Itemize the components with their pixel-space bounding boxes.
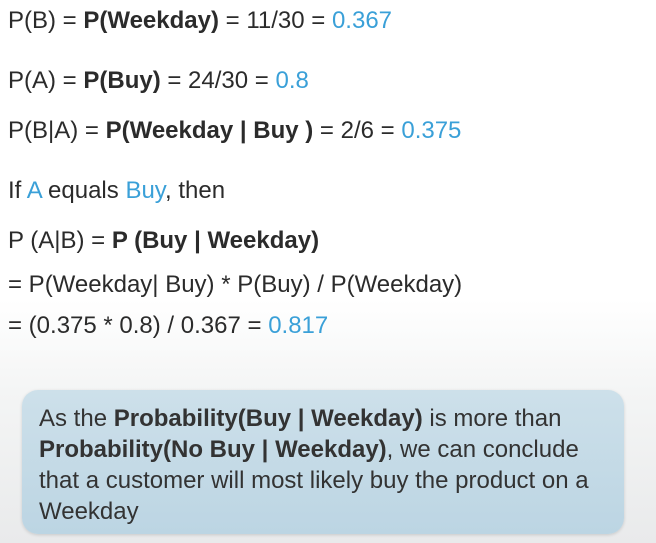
statement-line: If A equals Buy, then: [8, 176, 225, 206]
formula-text: = 24/30 =: [160, 67, 276, 94]
formula-result: 0.367: [331, 7, 393, 34]
statement-text: , then: [165, 177, 226, 204]
conclusion-text-part: is more than: [422, 405, 562, 432]
formula-line-p-a-given-b: P (A|B) = P (Buy | Weekday): [8, 226, 319, 256]
conclusion-bold-text: Probability(No Buy | Weekday): [39, 436, 387, 463]
formula-bold-text: P(Weekday | Buy ): [105, 117, 314, 144]
conclusion-text: As the Probability(Buy | Weekday) is mor…: [39, 403, 610, 527]
formula-text: P(B) =: [8, 7, 84, 34]
formula-line-p-a: P(A) = P(Buy) = 24/30 = 0.8: [8, 66, 309, 96]
formula-result: 0.8: [275, 67, 309, 94]
statement-text: If: [8, 177, 27, 204]
statement-highlight: A: [26, 177, 42, 204]
statement-highlight: Buy: [125, 177, 166, 204]
formula-result: 0.375: [401, 117, 462, 144]
conclusion-text-part: , we can conclude that a customer will m…: [39, 436, 589, 525]
formula-text: P (A|B) =: [8, 227, 112, 254]
formula-bold-text: P(Buy): [83, 67, 161, 94]
formula-bold-text: P (Buy | Weekday): [111, 227, 320, 254]
statement-text: equals: [41, 177, 126, 204]
formula-line-p-b: P(B) = P(Weekday) = 11/30 = 0.367: [8, 6, 392, 36]
formula-text: P(A) =: [8, 67, 84, 94]
conclusion-text-part: As the: [39, 405, 114, 432]
formula-line-p-b-given-a: P(B|A) = P(Weekday | Buy ) = 2/6 = 0.375: [8, 116, 461, 146]
formula-line-final: = (0.375 * 0.8) / 0.367 = 0.817: [8, 311, 328, 341]
formula-text: = 2/6 =: [313, 117, 402, 144]
formula-line-expansion: = P(Weekday| Buy) * P(Buy) / P(Weekday): [8, 270, 462, 300]
formula-text: = P(Weekday| Buy) * P(Buy) / P(Weekday): [8, 271, 463, 298]
formula-text: = 11/30 =: [218, 7, 332, 34]
conclusion-callout: As the Probability(Buy | Weekday) is mor…: [22, 390, 624, 534]
formula-text: = (0.375 * 0.8) / 0.367 =: [8, 312, 269, 339]
formula-text: P(B|A) =: [8, 117, 106, 144]
formula-bold-text: P(Weekday): [83, 7, 219, 34]
formula-result: 0.817: [268, 312, 329, 339]
conclusion-bold-text: Probability(Buy | Weekday): [113, 405, 423, 432]
